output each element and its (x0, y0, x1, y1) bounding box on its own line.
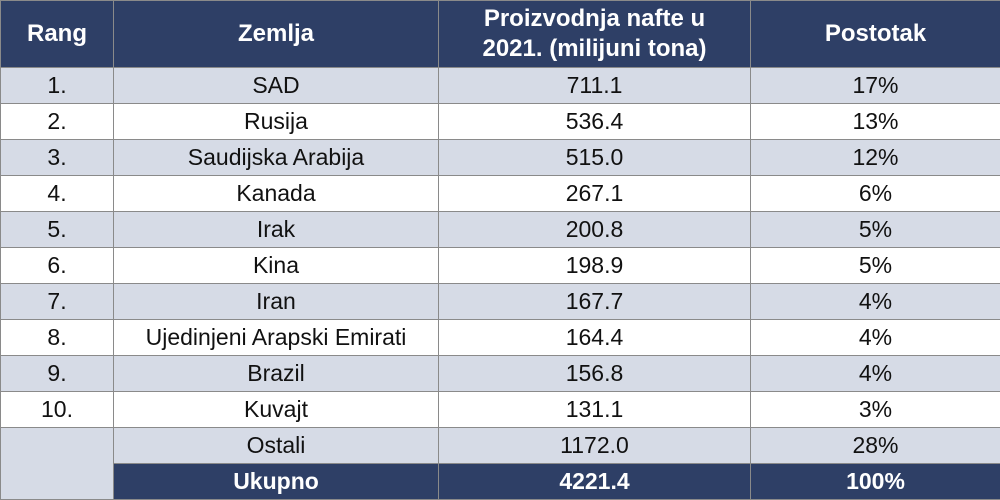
production-cell: 536.4 (438, 103, 751, 140)
percent-cell: 4% (750, 319, 1000, 356)
country-cell: Kuvajt (113, 391, 439, 428)
rank-cell: 3. (0, 139, 114, 176)
header-production-line-2: 2021. (milijuni tona) (482, 35, 707, 62)
header-production: Proizvodnja nafte u 2021. (milijuni tona… (438, 0, 751, 68)
percent-cell: 17% (750, 67, 1000, 104)
table-row: 7. Iran 167.7 4% (0, 283, 1000, 320)
rank-cell: 9. (0, 355, 114, 392)
table-row: 9. Brazil 156.8 4% (0, 355, 1000, 392)
table-row-others: Ostali 1172.0 28% (0, 427, 1000, 500)
production-cell: 164.4 (438, 319, 751, 356)
production-cell: 167.7 (438, 283, 751, 320)
table-row: 6. Kina 198.9 5% (0, 247, 1000, 284)
header-rank: Rang (0, 0, 114, 68)
table-row: 8. Ujedinjeni Arapski Emirati 164.4 4% (0, 319, 1000, 356)
others-percent-cell: 28% (750, 427, 1000, 464)
rank-cell: 7. (0, 283, 114, 320)
percent-cell: 5% (750, 211, 1000, 248)
table-row: 1. SAD 711.1 17% (0, 67, 1000, 104)
rank-cell: 4. (0, 175, 114, 212)
country-cell: Saudijska Arabija (113, 139, 439, 176)
country-cell: Kanada (113, 175, 439, 212)
rank-cell: 6. (0, 247, 114, 284)
country-cell: Kina (113, 247, 439, 284)
others-production-cell: 1172.0 (438, 427, 751, 464)
percent-cell: 3% (750, 391, 1000, 428)
production-cell: 711.1 (438, 67, 751, 104)
rank-cell: 1. (0, 67, 114, 104)
country-cell: Iran (113, 283, 439, 320)
table-row: 4. Kanada 267.1 6% (0, 175, 1000, 212)
percent-cell: 4% (750, 283, 1000, 320)
empty-rank-cell (0, 427, 114, 500)
production-cell: 198.9 (438, 247, 751, 284)
table-row: 2. Rusija 536.4 13% (0, 103, 1000, 140)
rank-cell: 5. (0, 211, 114, 248)
country-cell: SAD (113, 67, 439, 104)
table-row: 10. Kuvajt 131.1 3% (0, 391, 1000, 428)
total-percent-cell: 100% (750, 463, 1000, 500)
country-cell: Irak (113, 211, 439, 248)
rank-cell: 8. (0, 319, 114, 356)
production-cell: 515.0 (438, 139, 751, 176)
rank-cell: 10. (0, 391, 114, 428)
rank-cell: 2. (0, 103, 114, 140)
production-cell: 131.1 (438, 391, 751, 428)
country-cell: Ujedinjeni Arapski Emirati (113, 319, 439, 356)
production-cell: 156.8 (438, 355, 751, 392)
percent-cell: 4% (750, 355, 1000, 392)
production-cell: 200.8 (438, 211, 751, 248)
percent-cell: 12% (750, 139, 1000, 176)
percent-cell: 5% (750, 247, 1000, 284)
others-country-cell: Ostali (113, 427, 439, 464)
header-production-line-1: Proizvodnja nafte u (483, 5, 706, 32)
country-cell: Rusija (113, 103, 439, 140)
header-percent: Postotak (750, 0, 1000, 68)
total-production-cell: 4221.4 (438, 463, 751, 500)
table-row: 5. Irak 200.8 5% (0, 211, 1000, 248)
percent-cell: 13% (750, 103, 1000, 140)
total-label-cell: Ukupno (113, 463, 439, 500)
header-country: Zemlja (113, 0, 439, 68)
production-cell: 267.1 (438, 175, 751, 212)
country-cell: Brazil (113, 355, 439, 392)
percent-cell: 6% (750, 175, 1000, 212)
table-row: 3. Saudijska Arabija 515.0 12% (0, 139, 1000, 176)
table-body: 1. SAD 711.1 17% 2. Rusija 536.4 13% 3. Saudijska… (0, 67, 1000, 500)
table-row-total: Ukupno 4221.4 100% (1, 463, 1000, 500)
header-row: Rang Zemlja Proizvodnja nafte u 2021. (m… (0, 0, 1000, 68)
